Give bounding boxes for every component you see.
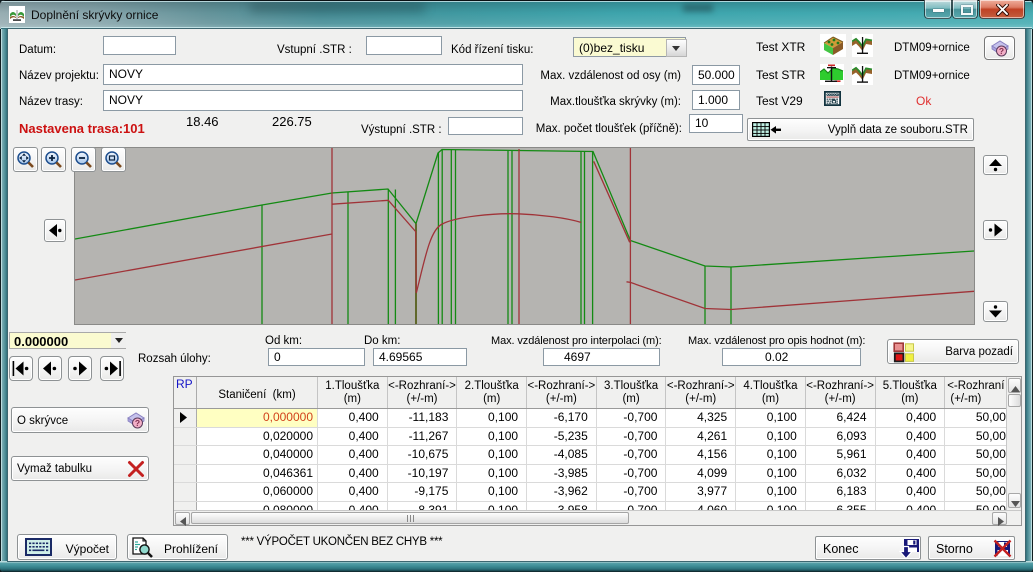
- svg-text:?: ?: [135, 418, 140, 428]
- svg-text:?: ?: [999, 46, 1004, 56]
